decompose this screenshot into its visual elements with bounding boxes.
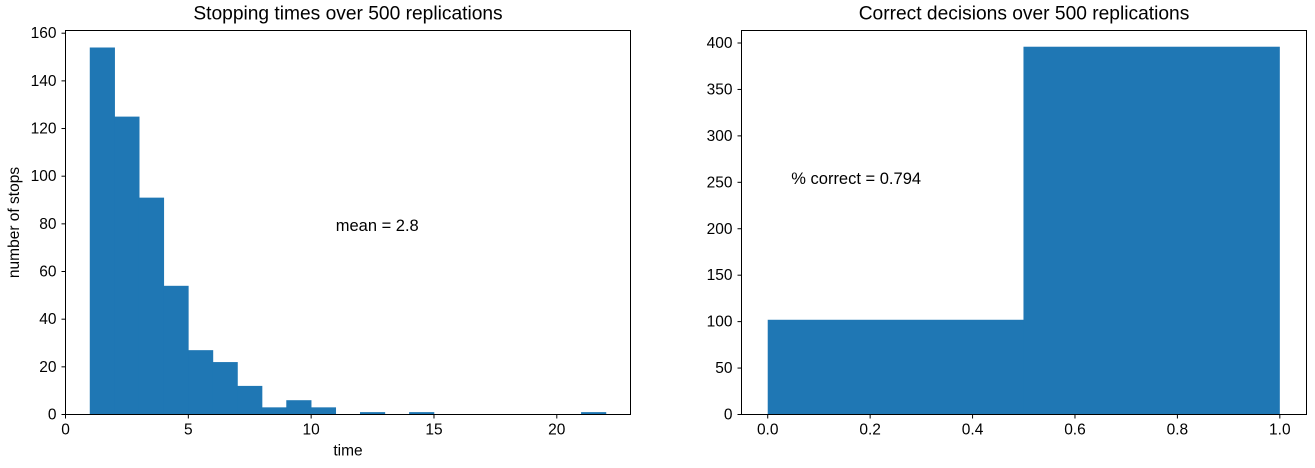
svg-text:200: 200 <box>707 221 733 238</box>
svg-text:0.4: 0.4 <box>962 422 984 439</box>
svg-text:mean = 2.8: mean = 2.8 <box>336 217 419 235</box>
svg-text:% correct = 0.794: % correct = 0.794 <box>791 170 921 188</box>
svg-text:number of stops: number of stops <box>6 167 23 278</box>
svg-text:80: 80 <box>39 216 57 233</box>
svg-text:250: 250 <box>707 174 733 191</box>
svg-text:350: 350 <box>707 81 733 98</box>
svg-text:Correct decisions over 500 rep: Correct decisions over 500 replications <box>859 4 1190 25</box>
svg-text:400: 400 <box>707 35 733 52</box>
svg-text:40: 40 <box>39 311 57 328</box>
svg-text:0: 0 <box>61 422 70 439</box>
svg-text:60: 60 <box>39 264 57 281</box>
svg-text:300: 300 <box>707 128 733 145</box>
svg-text:time: time <box>333 443 362 460</box>
svg-text:150: 150 <box>707 267 733 284</box>
svg-text:160: 160 <box>31 25 57 42</box>
svg-text:1.0: 1.0 <box>1269 422 1291 439</box>
svg-text:50: 50 <box>715 360 733 377</box>
svg-text:0: 0 <box>48 407 57 424</box>
svg-text:100: 100 <box>707 314 733 331</box>
svg-text:20: 20 <box>548 422 566 439</box>
svg-text:Stopping times over 500 replic: Stopping times over 500 replications <box>193 4 502 25</box>
svg-text:0: 0 <box>724 407 733 424</box>
svg-text:140: 140 <box>31 73 57 90</box>
svg-text:0.0: 0.0 <box>757 422 779 439</box>
svg-text:5: 5 <box>184 422 193 439</box>
svg-text:10: 10 <box>303 422 321 439</box>
svg-text:120: 120 <box>31 121 57 138</box>
svg-text:0.8: 0.8 <box>1167 422 1189 439</box>
svg-text:20: 20 <box>39 359 57 376</box>
svg-text:0.2: 0.2 <box>859 422 881 439</box>
svg-text:100: 100 <box>31 168 57 185</box>
svg-text:15: 15 <box>425 422 442 439</box>
svg-text:0.6: 0.6 <box>1064 422 1086 439</box>
